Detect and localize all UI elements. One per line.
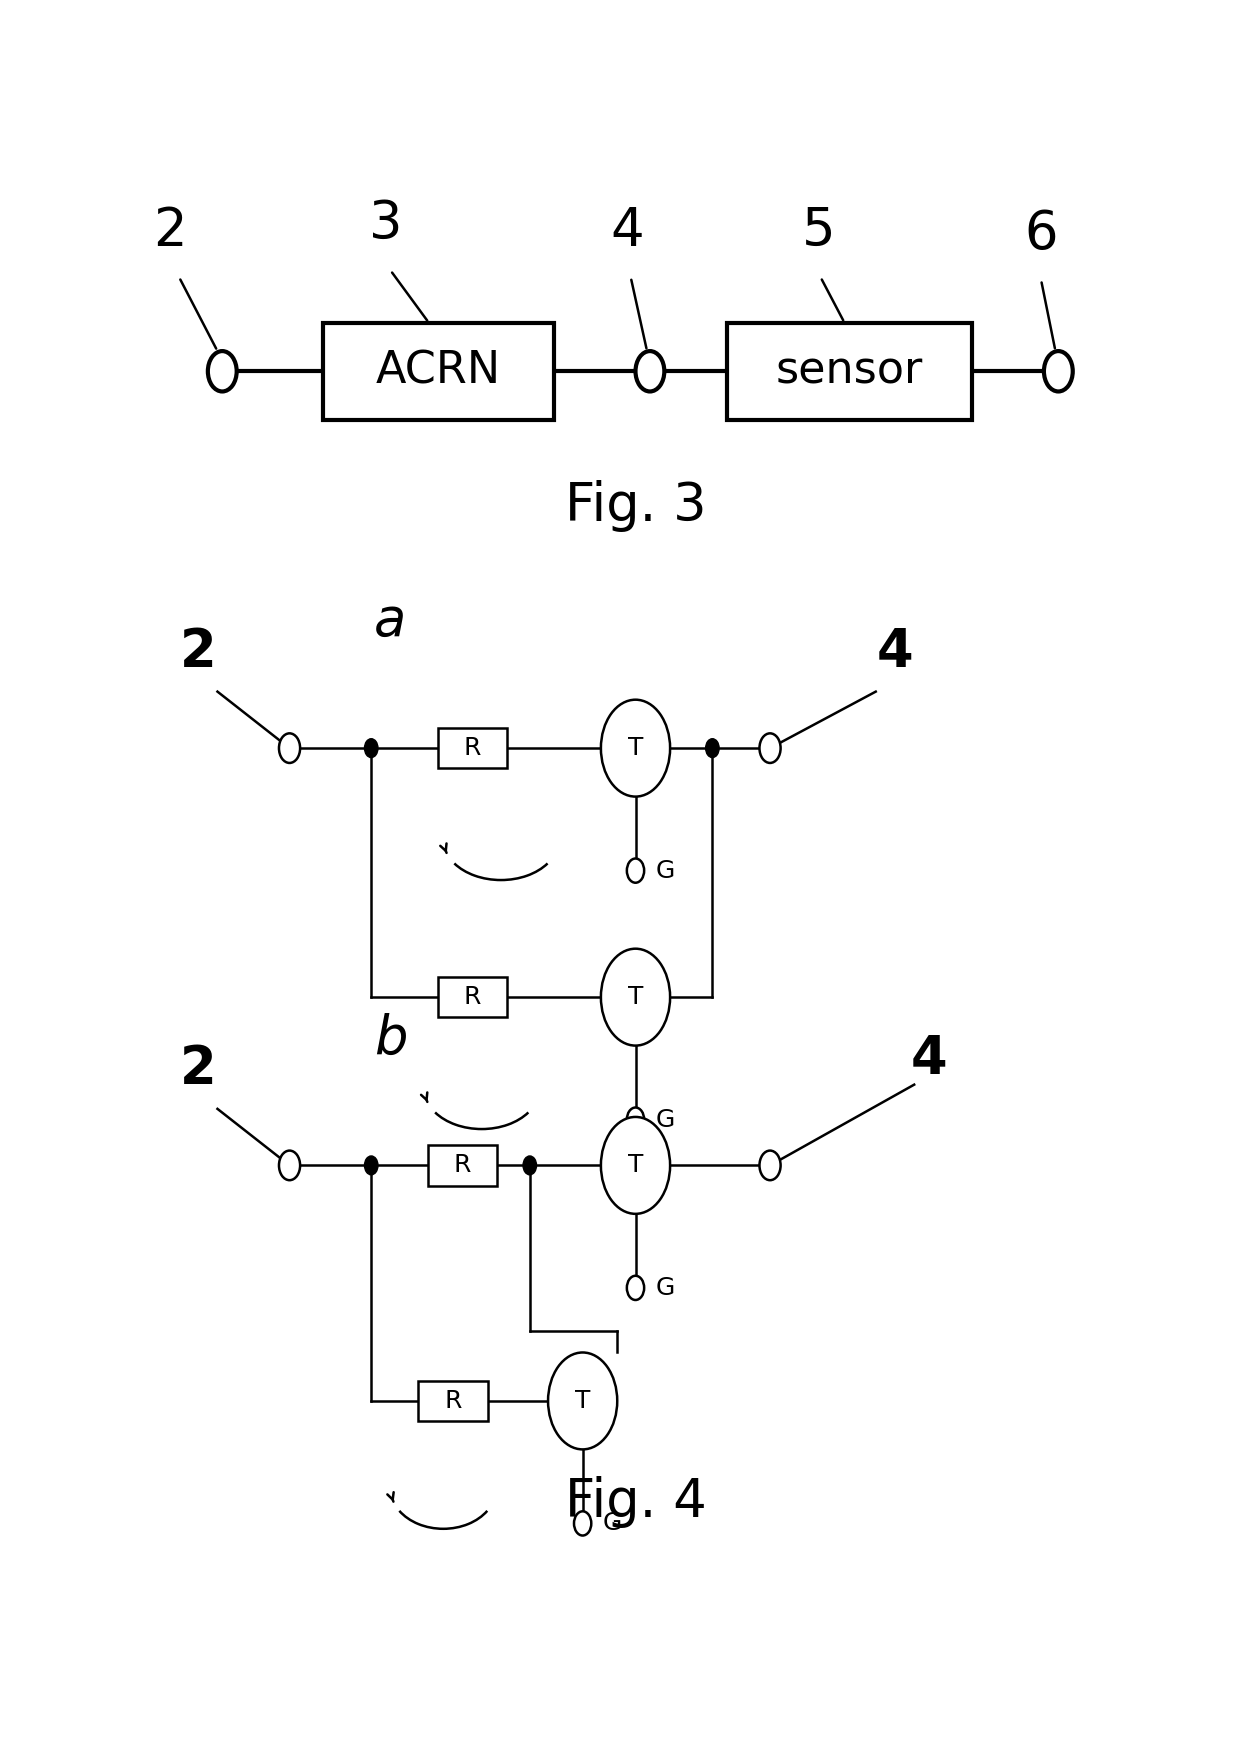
- Text: G: G: [656, 858, 675, 883]
- Text: sensor: sensor: [776, 350, 923, 393]
- Circle shape: [601, 699, 670, 797]
- Circle shape: [627, 1108, 644, 1131]
- Bar: [438, 977, 507, 1017]
- Circle shape: [635, 351, 665, 392]
- Bar: [418, 1381, 487, 1421]
- Text: 4: 4: [910, 1033, 947, 1084]
- Text: T: T: [627, 986, 644, 1009]
- Circle shape: [601, 949, 670, 1045]
- Circle shape: [279, 734, 300, 762]
- Text: 4: 4: [877, 626, 914, 678]
- Circle shape: [627, 858, 644, 883]
- Text: R: R: [464, 736, 481, 760]
- Text: 4: 4: [610, 205, 644, 257]
- Text: T: T: [627, 736, 644, 760]
- Text: T: T: [627, 1154, 644, 1178]
- Circle shape: [759, 1150, 781, 1180]
- Circle shape: [574, 1512, 591, 1535]
- Text: G: G: [603, 1512, 622, 1535]
- Text: ACRN: ACRN: [376, 350, 501, 393]
- Circle shape: [208, 351, 237, 392]
- Text: G: G: [656, 1108, 675, 1131]
- Text: Fig. 4: Fig. 4: [564, 1475, 707, 1528]
- Text: R: R: [464, 986, 481, 1009]
- Bar: [438, 727, 507, 769]
- Text: a: a: [374, 596, 407, 647]
- Circle shape: [548, 1353, 618, 1449]
- Circle shape: [365, 1155, 378, 1175]
- Circle shape: [627, 1276, 644, 1301]
- Circle shape: [523, 1155, 537, 1175]
- Bar: [727, 323, 972, 420]
- Circle shape: [365, 739, 378, 757]
- Text: Fig. 3: Fig. 3: [564, 481, 707, 531]
- Circle shape: [601, 1117, 670, 1213]
- Text: 2: 2: [153, 205, 186, 257]
- Text: R: R: [454, 1154, 471, 1178]
- Text: 2: 2: [180, 1044, 217, 1096]
- Circle shape: [1044, 351, 1073, 392]
- Text: 5: 5: [802, 205, 836, 257]
- Circle shape: [759, 734, 781, 762]
- Text: R: R: [444, 1390, 461, 1412]
- Text: 3: 3: [368, 198, 403, 250]
- Text: T: T: [575, 1390, 590, 1412]
- Text: 2: 2: [180, 626, 217, 678]
- Text: 6: 6: [1024, 208, 1058, 259]
- Text: G: G: [656, 1276, 675, 1301]
- Text: b: b: [373, 1012, 407, 1065]
- Bar: [428, 1145, 497, 1185]
- Circle shape: [706, 739, 719, 757]
- Bar: [324, 323, 554, 420]
- Circle shape: [279, 1150, 300, 1180]
